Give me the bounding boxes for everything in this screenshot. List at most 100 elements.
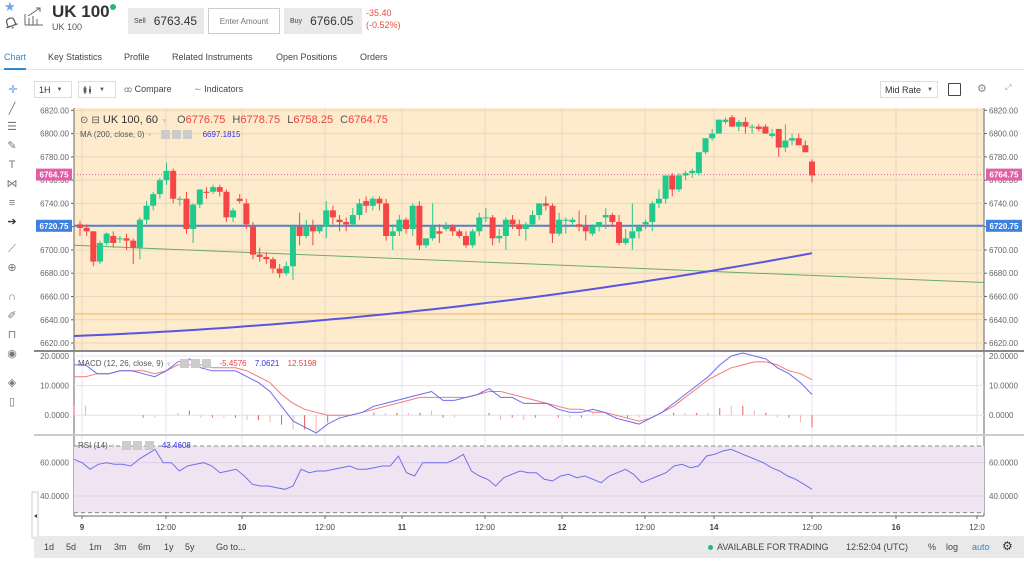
svg-text:12:00: 12:00: [156, 523, 177, 532]
instrument-header: ★ UK 100 UK 100 Sell 6763.45 Buy 6766.05…: [0, 0, 1024, 40]
zoom-in-icon[interactable]: ⊕: [7, 262, 17, 274]
minimize-icon[interactable]: ⊟: [91, 115, 100, 126]
close-label: C: [340, 114, 349, 126]
favorite-star-icon[interactable]: ★: [4, 0, 16, 14]
svg-text:6640.00: 6640.00: [989, 316, 1018, 325]
tab-orders[interactable]: Orders: [360, 52, 388, 62]
collapse-icon[interactable]: ⊙: [80, 115, 89, 126]
interval-select[interactable]: 1H ▼: [34, 81, 72, 98]
buy-button[interactable]: Buy 6766.05: [284, 8, 362, 34]
indicators-button[interactable]: ∼ Indicators: [194, 84, 243, 95]
price-chart-canvas[interactable]: 6820.00 6820.00 6800.00 6800.00 6780.00 6780.…: [0, 100, 1024, 540]
high-value: 6778.75: [240, 114, 281, 126]
svg-text:6740.00: 6740.00: [40, 199, 69, 208]
lock-icon[interactable]: ⊓: [7, 329, 17, 341]
svg-text:6780.00: 6780.00: [989, 153, 1018, 162]
compare-button[interactable]: ꝏ Compare: [124, 84, 172, 94]
svg-text:6720.75: 6720.75: [40, 222, 69, 231]
open-value: 6776.75: [185, 114, 226, 126]
remove-icon[interactable]: [183, 130, 193, 140]
range-1y[interactable]: 1y: [164, 542, 174, 552]
layers-icon[interactable]: ◈: [7, 377, 17, 389]
crosshair-icon[interactable]: ✛: [8, 84, 18, 96]
goto-button[interactable]: Go to...: [216, 542, 246, 552]
compare-label: Compare: [134, 84, 172, 94]
range-5y[interactable]: 5y: [185, 542, 195, 552]
trash-icon[interactable]: ▯: [8, 396, 16, 408]
remove-icon[interactable]: [202, 359, 212, 369]
svg-text:0.0000: 0.0000: [45, 411, 70, 420]
svg-text:6680.00: 6680.00: [40, 269, 69, 278]
ma-value: 6697.1815: [202, 130, 241, 139]
visibility-icon[interactable]: [179, 359, 189, 369]
fullscreen-icon[interactable]: ⤢: [1005, 83, 1011, 92]
macd-legend: MACD (12, 26, close, 9) ▼ -5.4576 7.0621…: [78, 359, 317, 369]
remove-icon[interactable]: [144, 441, 154, 451]
trendline-icon[interactable]: ╱: [8, 103, 16, 115]
range-3m[interactable]: 3m: [114, 542, 127, 552]
range-5d[interactable]: 5d: [66, 542, 77, 552]
svg-text:6820.00: 6820.00: [989, 106, 1018, 115]
tab-key-statistics[interactable]: Key Statistics: [48, 52, 103, 62]
svg-text:10: 10: [238, 523, 247, 532]
status-dot: [708, 545, 713, 551]
tab-profile[interactable]: Profile: [124, 52, 150, 62]
svg-text:6740.00: 6740.00: [989, 199, 1018, 208]
chevron-down-icon[interactable]: ▼: [165, 362, 172, 368]
open-label: O: [177, 114, 186, 126]
chevron-down-icon[interactable]: ▼: [161, 118, 168, 125]
chart-area[interactable]: 6820.00 6820.00 6800.00 6800.00 6780.00 6780.…: [0, 100, 1024, 540]
svg-text:10.0000: 10.0000: [989, 382, 1018, 391]
svg-text:6620.00: 6620.00: [40, 339, 69, 348]
auto-toggle[interactable]: auto: [972, 542, 990, 552]
settings-gear-icon[interactable]: ⚙: [977, 83, 987, 95]
magnet-icon[interactable]: ∩: [8, 291, 16, 303]
arrow-icon[interactable]: ➔: [7, 216, 17, 228]
instrument-subtitle: UK 100: [52, 22, 83, 32]
settings-icon[interactable]: [172, 130, 182, 140]
price-type-select[interactable]: Mid Rate ▼: [880, 81, 938, 98]
sell-price: 6763.45: [153, 14, 198, 28]
log-toggle[interactable]: log: [946, 542, 959, 552]
fibonacci-icon[interactable]: ≡: [8, 197, 16, 209]
amount-input[interactable]: [208, 8, 280, 34]
trading-status: AVAILABLE FOR TRADING: [708, 542, 829, 552]
svg-text:16: 16: [892, 523, 901, 532]
settings-icon[interactable]: [191, 359, 201, 369]
chevron-down-icon[interactable]: ▼: [110, 444, 116, 450]
chevron-down-icon[interactable]: ▼: [146, 133, 153, 139]
tab-chart[interactable]: Chart: [4, 52, 27, 70]
eye-icon[interactable]: ◉: [7, 348, 17, 360]
ruler-icon[interactable]: ⟋: [8, 243, 16, 255]
macd-value: 7.0621: [254, 359, 280, 368]
svg-text:6700.00: 6700.00: [40, 246, 69, 255]
svg-text:12:00: 12:00: [315, 523, 336, 532]
pencil-lock-icon[interactable]: ✐: [7, 310, 17, 322]
brush-icon[interactable]: ✎: [7, 140, 17, 152]
percent-toggle[interactable]: %: [928, 542, 937, 552]
svg-text:20.0000: 20.0000: [40, 352, 69, 361]
svg-text:6620.00: 6620.00: [989, 339, 1018, 348]
pattern-icon[interactable]: ⋈: [6, 178, 18, 190]
range-1m[interactable]: 1m: [89, 542, 102, 552]
parallel-lines-icon[interactable]: ☰: [7, 121, 17, 133]
text-icon[interactable]: T: [8, 159, 16, 171]
chart-type-select[interactable]: ▼: [78, 81, 116, 98]
range-1d[interactable]: 1d: [44, 542, 55, 552]
market-open-indicator: [110, 4, 116, 10]
screenshot-frame-icon[interactable]: [948, 83, 961, 96]
range-6m[interactable]: 6m: [138, 542, 151, 552]
sell-button[interactable]: Sell 6763.45: [128, 8, 204, 34]
alert-bell-icon[interactable]: [4, 16, 18, 30]
svg-text:20.0000: 20.0000: [989, 352, 1018, 361]
tab-related-instruments[interactable]: Related Instruments: [172, 52, 253, 62]
visibility-icon[interactable]: [122, 441, 132, 451]
low-label: L: [287, 114, 294, 126]
svg-text:10.0000: 10.0000: [40, 382, 69, 391]
settings-icon[interactable]: [133, 441, 143, 451]
chevron-down-icon: ▼: [56, 86, 63, 93]
tab-open-positions[interactable]: Open Positions: [276, 52, 338, 62]
chart-growth-icon[interactable]: [24, 6, 44, 26]
chart-settings-gear-icon[interactable]: ⚙: [1002, 539, 1013, 553]
visibility-icon[interactable]: [160, 130, 170, 140]
